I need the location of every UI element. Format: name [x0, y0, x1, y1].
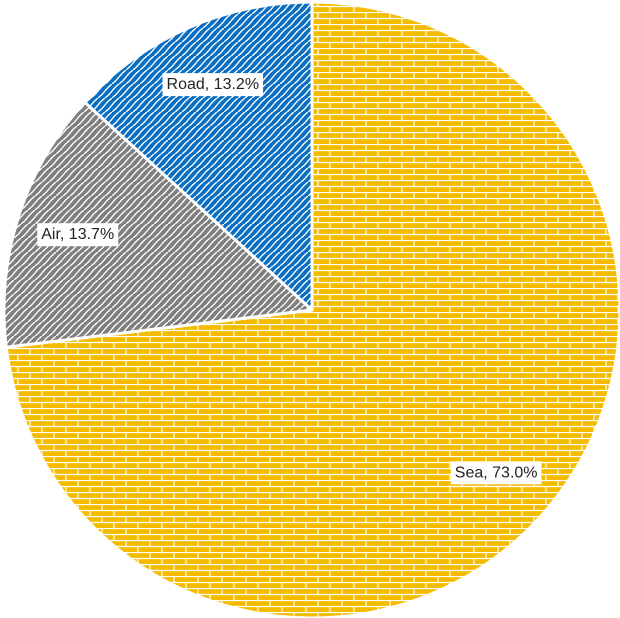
label-background — [37, 223, 119, 247]
data-label: Air, 13.7% — [41, 226, 114, 243]
label-background — [162, 73, 264, 97]
data-label: Sea, 73.0% — [455, 464, 538, 481]
data-label: Road, 13.2% — [167, 76, 260, 93]
pie-slice — [2, 100, 314, 349]
label-background — [450, 461, 542, 485]
